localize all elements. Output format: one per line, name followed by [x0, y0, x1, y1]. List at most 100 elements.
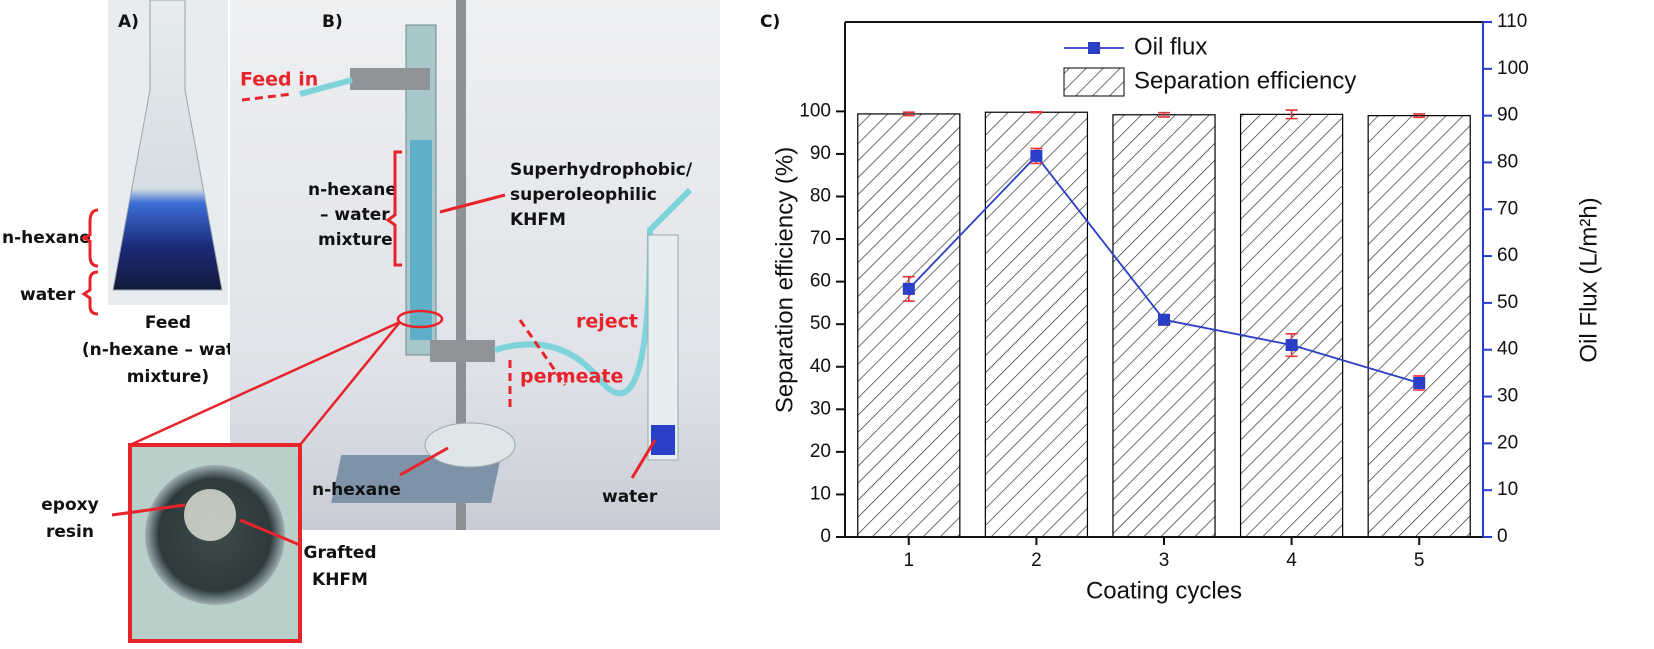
y2-tick-label: 80	[1497, 151, 1518, 172]
fiber-bundle	[184, 489, 236, 541]
y-tick-label: 70	[810, 228, 831, 249]
connector	[299, 321, 401, 446]
y2-tick-label: 110	[1497, 11, 1527, 32]
error-bar	[1030, 111, 1043, 114]
photo-a: A) n-hexane water Feed (n-hexane – water…	[2, 0, 255, 387]
error-bar	[1413, 113, 1426, 119]
bracket	[80, 208, 99, 268]
permeate-label: permeate	[520, 366, 623, 388]
marker	[1285, 339, 1298, 352]
y-tick-label: 50	[810, 313, 831, 334]
y-tick-label: 10	[810, 483, 831, 504]
x-tick-label: 3	[1159, 550, 1170, 571]
legend-label: Oil flux	[1134, 33, 1207, 60]
arrow	[399, 446, 449, 477]
y-tick-label: 60	[810, 271, 831, 292]
marker	[1030, 149, 1043, 162]
flask	[112, 0, 223, 291]
reject-label: reject	[576, 311, 638, 333]
mixture-label: mixture	[318, 230, 393, 250]
bar	[984, 111, 1089, 538]
arrow	[241, 92, 293, 102]
bar	[1112, 114, 1216, 538]
reject-product-label: water	[602, 487, 658, 507]
grafted-label: Grafted	[303, 543, 376, 563]
y2-tick-label: 40	[1497, 339, 1518, 360]
permeate-product-label: n-hexane	[312, 480, 401, 500]
arrow	[111, 503, 186, 517]
panel-label: C)	[760, 12, 780, 32]
membrane-label: Superhydrophobic/	[510, 160, 693, 180]
x-tick-label: 2	[1031, 550, 1042, 571]
y2-axis-title: Oil Flux (L/m²h)	[1575, 197, 1602, 362]
chart: C) Coating cycles Separation efficiency …	[760, 11, 1602, 604]
cylinder	[647, 234, 679, 461]
y2-tick-label: 60	[1497, 245, 1518, 266]
reject-tube	[494, 187, 693, 397]
y2-tick-label: 90	[1497, 105, 1518, 126]
caption-line: mixture)	[127, 367, 209, 387]
legend-label: Separation efficiency	[1134, 67, 1356, 94]
feed-in-label: Feed in	[240, 69, 318, 91]
inset: epoxy resin Grafted KHFM	[41, 320, 401, 643]
x-tick-label: 1	[904, 550, 915, 571]
highlight	[396, 309, 444, 329]
caption-line: Feed	[145, 313, 191, 333]
error-bar	[1158, 111, 1170, 118]
mixture-label: – water	[320, 205, 390, 225]
arrow	[518, 319, 567, 386]
y2-tick-label: 20	[1497, 432, 1518, 453]
bracket	[385, 150, 402, 267]
epoxy-label: resin	[46, 522, 94, 542]
marker	[1158, 313, 1170, 326]
y2-tick-label: 30	[1497, 386, 1518, 407]
epoxy-label: epoxy	[41, 495, 98, 515]
y2-tick-label: 70	[1497, 198, 1518, 219]
y-tick-label: 80	[810, 186, 831, 207]
water-label: water	[20, 285, 76, 305]
stand-base	[331, 455, 502, 503]
y-tick-label: 90	[810, 143, 831, 164]
x-tick-label: 5	[1414, 550, 1425, 571]
beaker	[424, 422, 516, 468]
fibers	[410, 140, 432, 340]
y-tick-label: 20	[810, 441, 831, 462]
membrane-label: superoleophilic	[510, 185, 657, 205]
legend-marker	[1088, 42, 1100, 54]
photo-b: B) Feed in Superhydrophobic/ superoleoph…	[230, 0, 720, 530]
grafted-label: KHFM	[312, 570, 368, 590]
marker	[902, 282, 915, 295]
bar	[1239, 113, 1344, 538]
y-tick-label: 100	[799, 100, 831, 121]
bracket	[81, 270, 99, 316]
membrane-label: KHFM	[510, 210, 566, 230]
y-tick-label: 30	[810, 398, 831, 419]
panel-label: A)	[118, 12, 139, 32]
stand-rod	[456, 0, 466, 530]
caption-line: (n-hexane – water	[82, 340, 255, 360]
y-tick-label: 40	[810, 356, 831, 377]
panel-label: B)	[322, 12, 343, 32]
fitting	[350, 68, 430, 90]
connector	[129, 320, 401, 447]
bar	[1367, 115, 1471, 538]
arrow	[630, 439, 657, 479]
y2-tick-label: 0	[1497, 526, 1508, 547]
bar	[857, 113, 961, 538]
y2-tick-label: 50	[1497, 292, 1518, 313]
legend-swatch	[1063, 67, 1125, 97]
fitting	[430, 340, 495, 362]
feed-tube	[299, 77, 353, 97]
y2-tick-label: 100	[1497, 58, 1529, 79]
arrow	[239, 518, 301, 547]
mixture-label: n-hexane	[308, 180, 397, 200]
error-bar	[1285, 109, 1298, 120]
marker	[1413, 376, 1426, 389]
error-bar	[902, 111, 915, 117]
y2-tick-label: 10	[1497, 479, 1518, 500]
x-tick-label: 4	[1286, 550, 1297, 571]
hexane-label: n-hexane	[2, 228, 91, 248]
arrow	[439, 193, 506, 214]
y-tick-label: 0	[820, 526, 831, 547]
